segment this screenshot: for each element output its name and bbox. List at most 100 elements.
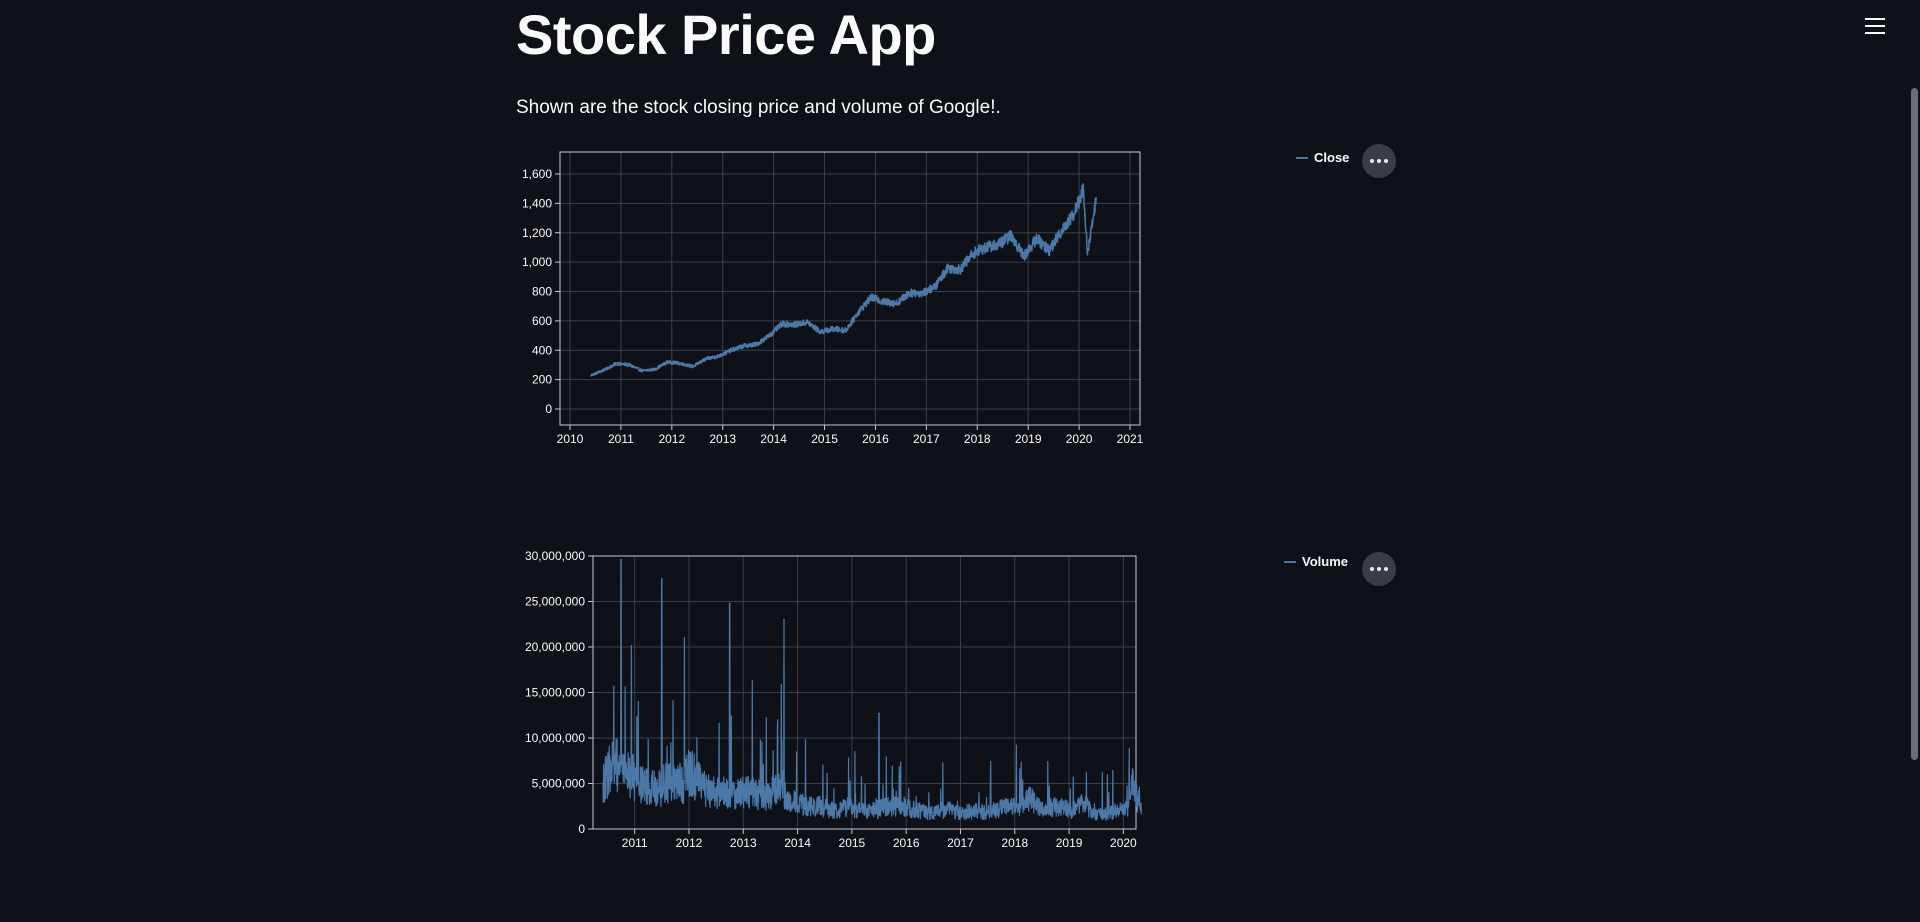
data-point (1027, 796, 1030, 798)
y-tick-label: 25,000,000 (525, 595, 585, 609)
chart-marks (590, 183, 1097, 377)
chart-menu-button[interactable] (1362, 144, 1396, 178)
data-point (638, 782, 640, 785)
data-point (984, 246, 987, 249)
data-point (743, 345, 745, 347)
x-tick-label: 2011 (622, 836, 648, 850)
more-horizontal-icon (1370, 567, 1374, 571)
data-point (946, 808, 948, 810)
y-tick-label: 30,000,000 (525, 549, 585, 563)
data-point (932, 811, 935, 814)
close-price-chart-svg: 0 200 400 600 800 1,000 1,200 1,400 1,600 2010 201… (522, 150, 1349, 446)
data-point (946, 267, 949, 269)
x-tick-label: 2013 (730, 836, 757, 850)
data-point (692, 365, 694, 368)
data-point (959, 811, 962, 814)
data-point (1018, 805, 1021, 808)
data-point (1061, 229, 1063, 231)
data-point (878, 712, 880, 715)
hamburger-line (1865, 32, 1885, 34)
hamburger-icon[interactable] (1865, 18, 1885, 36)
x-tick-label: 2013 (709, 432, 736, 446)
data-point (701, 787, 704, 789)
chart-axes: 0 5,000,000 10,000,000 15,000,000 20,000,000… (525, 549, 1137, 850)
chart-legend: Volume (1284, 554, 1348, 569)
scrollbar-track[interactable] (1910, 0, 1920, 922)
x-tick-label: 2019 (1056, 836, 1083, 850)
volume-chart[interactable]: 0 5,000,000 10,000,000 15,000,000 20,000,000… (516, 549, 1396, 922)
x-tick-label: 2012 (676, 836, 703, 850)
series-line-volume (602, 559, 1142, 821)
y-tick-label: 200 (532, 373, 552, 387)
data-point (918, 810, 921, 812)
y-tick-label: 400 (532, 343, 552, 357)
y-tick-label: 15,000,000 (525, 686, 585, 700)
data-point (620, 558, 622, 561)
data-point (629, 773, 631, 776)
x-tick-label: 2018 (1001, 836, 1028, 850)
y-tick-label: 1,200 (522, 226, 552, 240)
data-point (628, 364, 631, 366)
data-point (641, 370, 643, 372)
data-point (751, 791, 754, 794)
data-point (781, 323, 783, 325)
data-point (934, 286, 936, 288)
data-point (1041, 810, 1043, 812)
plot-frame (559, 151, 1141, 426)
data-point (1140, 810, 1143, 812)
x-tick-label: 2014 (760, 432, 787, 446)
more-horizontal-icon (1370, 159, 1374, 163)
y-tick-label: 0 (545, 402, 552, 416)
hamburger-line (1865, 18, 1885, 20)
more-horizontal-icon-dot (1384, 567, 1388, 571)
x-tick-label: 2015 (839, 836, 866, 850)
data-point (755, 343, 758, 346)
data-point (647, 787, 650, 789)
data-point (768, 334, 771, 337)
data-point (765, 796, 767, 798)
x-tick-label: 2020 (1110, 836, 1137, 850)
data-point (806, 321, 809, 324)
data-point (832, 328, 834, 330)
data-point (603, 369, 605, 371)
data-point (972, 252, 974, 255)
data-point (737, 791, 740, 794)
x-tick-label: 2012 (658, 432, 685, 446)
chart-axes: 0 200 400 600 800 1,000 1,200 1,400 1,600 2010 201… (522, 151, 1144, 446)
data-point (973, 810, 975, 812)
data-point (819, 331, 822, 333)
data-point (1131, 784, 1134, 787)
data-point (674, 782, 677, 785)
data-point (1074, 211, 1076, 213)
data-point (883, 300, 885, 303)
data-point (661, 577, 663, 580)
data-point (870, 296, 873, 299)
data-point (1086, 253, 1089, 256)
y-tick-label: 5,000,000 (532, 777, 586, 791)
data-point (717, 355, 720, 357)
x-tick-label: 2018 (964, 432, 991, 446)
y-tick-label: 0 (578, 822, 585, 836)
more-horizontal-icon-dot (1377, 567, 1381, 571)
data-point (1082, 187, 1085, 190)
data-point (602, 782, 604, 785)
chart-menu-button[interactable] (1362, 552, 1396, 586)
data-point (1081, 802, 1084, 805)
data-point (778, 787, 781, 789)
y-tick-label: 1,400 (522, 196, 552, 210)
data-point (860, 810, 862, 812)
data-point (900, 805, 903, 808)
y-tick-label: 600 (532, 314, 552, 328)
close-price-chart[interactable]: 0 200 400 600 800 1,000 1,200 1,400 1,600 2010 201… (516, 144, 1396, 508)
x-tick-label: 2020 (1066, 432, 1093, 446)
data-point (908, 292, 911, 294)
chart-legend: Close (1296, 150, 1349, 165)
more-horizontal-icon-dot (1377, 159, 1381, 163)
data-point (832, 810, 835, 812)
x-tick-label: 2021 (1117, 432, 1144, 446)
data-point (611, 764, 613, 767)
data-point (921, 292, 923, 294)
scrollbar-thumb[interactable] (1911, 88, 1918, 760)
y-tick-label: 1,000 (522, 255, 552, 269)
data-point (1054, 805, 1057, 808)
